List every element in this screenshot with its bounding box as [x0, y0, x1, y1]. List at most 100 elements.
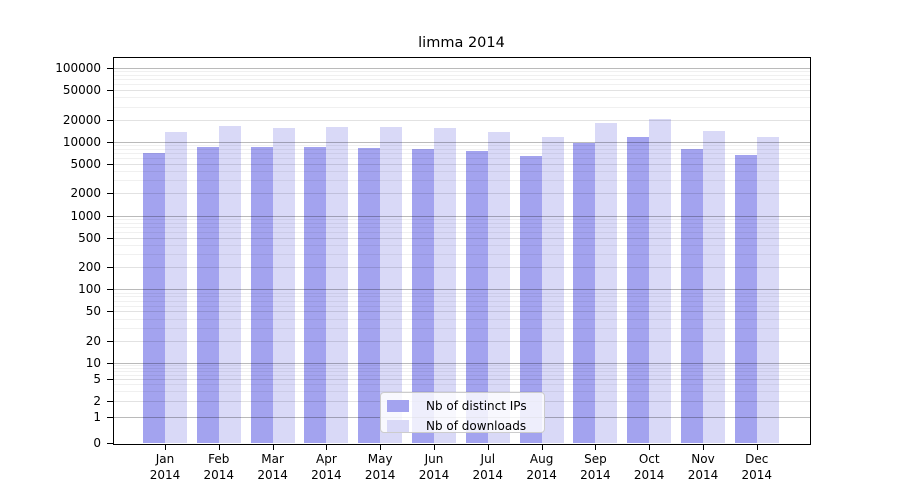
grid-line [114, 97, 810, 99]
bar-distinct-ips [412, 148, 434, 443]
bar-distinct-ips [519, 156, 542, 443]
x-tick-mark [595, 444, 597, 450]
y-tick-label: 50000 [62, 83, 101, 98]
bar-distinct-ips [358, 147, 381, 443]
y-tick-label: 1 [93, 410, 101, 424]
legend-label-downloads: Nb of downloads [426, 418, 527, 433]
y-tick-mark [107, 400, 113, 402]
y-tick-label: 10000 [62, 134, 101, 149]
grid-line [114, 222, 810, 224]
bar-distinct-ips [304, 146, 327, 443]
x-tick-mark [541, 444, 543, 450]
grid-line [114, 363, 810, 364]
grid-line [114, 215, 810, 217]
grid-line [114, 71, 810, 73]
plot-border [113, 57, 811, 445]
grid-line [114, 193, 810, 195]
grid-line [114, 106, 810, 108]
y-tick-label: 200 [78, 260, 101, 275]
x-tick-label: May 2014 [364, 452, 396, 482]
y-tick-label: 0 [93, 436, 101, 450]
grid-line [114, 267, 810, 269]
y-tick-mark [107, 311, 113, 313]
bar-downloads [380, 126, 403, 443]
grid-line [114, 226, 810, 228]
x-tick-mark [326, 444, 328, 450]
legend-item-distinct-ips: Nb of distinct IPs [381, 398, 544, 413]
x-tick-label: Sep 2014 [580, 452, 611, 482]
bar-distinct-ips [196, 146, 219, 443]
grid-line [114, 171, 810, 173]
bar-distinct-ips [465, 150, 488, 443]
y-tick-mark [107, 215, 113, 217]
bar-distinct-ips [627, 137, 650, 443]
y-tick-label: 50 [85, 304, 101, 319]
bar-downloads [595, 123, 618, 443]
grid-line [114, 244, 810, 246]
y-tick-mark [107, 68, 113, 69]
grid-line [114, 148, 810, 150]
y-tick-mark [107, 237, 113, 239]
grid-line [114, 300, 810, 302]
y-tick-label: 20000 [62, 112, 101, 127]
bar-downloads [165, 132, 187, 443]
grid-line [114, 374, 810, 376]
grid-line [114, 90, 810, 92]
x-tick-label: Nov 2014 [687, 452, 719, 482]
bar-downloads [649, 118, 672, 443]
grid-line [114, 218, 810, 220]
y-tick-mark [107, 340, 113, 342]
grid-line [114, 311, 810, 313]
grid-line [114, 231, 810, 233]
y-tick-label: 5 [93, 372, 101, 387]
bar-distinct-ips [250, 146, 273, 443]
grid-line [114, 379, 810, 381]
y-tick-label: 20 [85, 333, 101, 348]
grid-line [114, 391, 810, 393]
bar-downloads [272, 127, 295, 443]
grid-line [114, 68, 810, 69]
y-tick-label: 10 [85, 356, 101, 370]
grid-line [114, 365, 810, 367]
grid-line [114, 75, 810, 77]
x-tick-mark [487, 444, 489, 450]
grid-line [114, 180, 810, 182]
x-tick-label: Jun 2014 [418, 452, 450, 482]
grid-line [114, 153, 810, 155]
legend-item-downloads: Nb of downloads [381, 418, 544, 433]
y-tick-mark [107, 193, 113, 195]
y-tick-label: 2000 [70, 186, 101, 201]
grid-line [114, 368, 810, 370]
grid-line [114, 119, 810, 121]
x-tick-label: Apr 2014 [311, 452, 342, 482]
bar-downloads [487, 131, 510, 443]
y-tick-mark [107, 119, 113, 121]
grid-line [114, 163, 810, 165]
grid-line [114, 84, 810, 86]
y-tick-mark [107, 417, 113, 418]
x-tick-mark [380, 444, 382, 450]
grid-line [114, 305, 810, 307]
bar-downloads [326, 126, 349, 443]
x-tick-mark [218, 444, 220, 450]
grid-line [114, 292, 810, 294]
y-tick-label: 2 [93, 393, 101, 408]
grid-line [114, 318, 810, 320]
bar-downloads [434, 127, 456, 443]
grid-line [114, 384, 810, 386]
bar-downloads [703, 130, 725, 443]
grid-line [114, 296, 810, 298]
x-tick-label: Jul 2014 [472, 452, 504, 482]
grid-line [114, 340, 810, 342]
y-tick-mark [107, 141, 113, 143]
grid-line [114, 371, 810, 373]
x-tick-label: Dec 2014 [741, 452, 773, 482]
x-tick-label: Feb 2014 [203, 452, 235, 482]
grid-line [114, 289, 810, 291]
grid-line [114, 145, 810, 147]
legend-label-distinct-ips: Nb of distinct IPs [426, 398, 527, 413]
x-tick-mark [756, 444, 758, 450]
y-tick-label: 100 [78, 282, 101, 297]
